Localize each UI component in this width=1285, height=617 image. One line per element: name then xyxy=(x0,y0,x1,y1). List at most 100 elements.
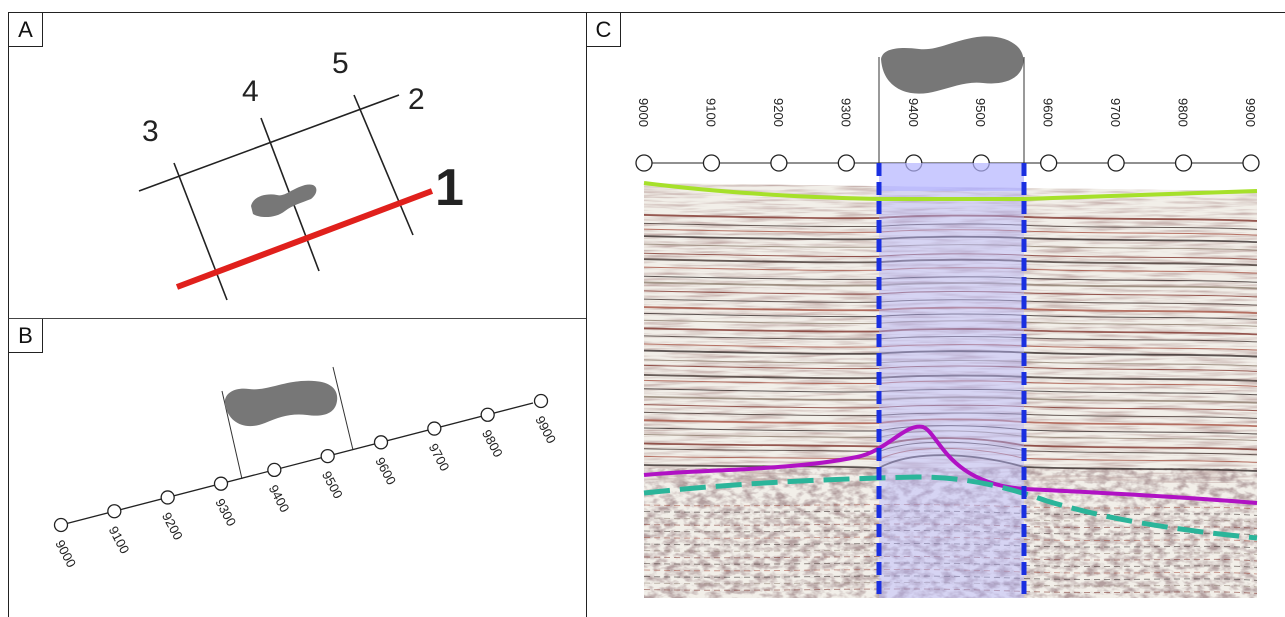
reflector-line xyxy=(644,222,1257,230)
map-diagram: 3 4 5 2 1 xyxy=(138,47,464,301)
line-label-4: 4 xyxy=(242,75,259,108)
trace-marker xyxy=(1107,154,1125,172)
trace-tick-label: 9400 xyxy=(266,482,293,515)
reflector-line xyxy=(644,290,1257,298)
anomaly-body xyxy=(251,184,317,218)
trace-tick-label: 9800 xyxy=(479,427,506,460)
trace-tick-label: 9600 xyxy=(372,455,399,488)
reflector-line xyxy=(644,228,1257,236)
reflector-line-deep xyxy=(644,516,1257,523)
trace-marker xyxy=(160,490,175,505)
trace-tick-label: 9800 xyxy=(1176,98,1191,127)
trace-marker xyxy=(1040,154,1058,172)
reflector-line xyxy=(644,243,1257,251)
trace-tick-label: 9200 xyxy=(159,510,186,543)
trace-marker xyxy=(480,407,495,422)
trace-axis-b xyxy=(60,402,534,526)
line-label-2: 2 xyxy=(408,83,425,116)
trace-marker xyxy=(373,435,389,450)
trace-marker xyxy=(320,448,335,464)
trace-tick-label: 9100 xyxy=(106,524,133,557)
reflector-line xyxy=(644,343,1257,351)
anomaly-zone-fill xyxy=(879,183,1024,598)
trace-ticks-c: 9000 9100 9200 9300 9400 9500 9600 9700 9800 9900 xyxy=(635,98,1260,172)
trace-tick-label: 9300 xyxy=(212,496,239,529)
reflector-line xyxy=(644,379,1257,387)
reflector-line-deep xyxy=(644,510,1257,516)
reflector-line xyxy=(644,374,1257,382)
trace-marker xyxy=(213,476,229,491)
panel-label-a: A xyxy=(9,13,43,47)
reflector-line xyxy=(644,327,1257,336)
line-label-5: 5 xyxy=(332,47,349,80)
trace-tick-label: 9000 xyxy=(636,98,651,127)
trace-marker xyxy=(770,154,788,172)
anomaly-body-c xyxy=(881,36,1024,94)
reflector-line xyxy=(644,430,1257,442)
trace-tick-label: 9100 xyxy=(703,98,718,127)
reflector-line xyxy=(644,447,1257,463)
reflector-line xyxy=(644,312,1257,320)
reflector-line xyxy=(644,235,1257,244)
trace-ticks-b: 9000 9100 9200 9300 9400 9500 9600 9700 9800 9900 xyxy=(52,393,559,570)
trace-tick-label: 9300 xyxy=(838,98,853,127)
teal-horizon xyxy=(643,474,1258,541)
reflector-line xyxy=(644,364,1257,372)
reflector-line-deep xyxy=(644,568,1257,575)
reflector-line xyxy=(644,298,1257,306)
reflector-line-deep xyxy=(644,529,1257,536)
panel-label-b: B xyxy=(9,319,43,353)
reflector-line xyxy=(644,437,1257,451)
anomaly-zone-top xyxy=(879,163,1024,191)
reflector-line-deep xyxy=(644,581,1257,588)
reflector-line-deep xyxy=(644,588,1257,594)
trace-tick-label: 9700 xyxy=(1108,98,1123,127)
reflector-line xyxy=(644,319,1257,327)
trace-marker xyxy=(702,154,721,172)
trace-marker xyxy=(427,421,442,436)
trace-marker xyxy=(1242,154,1260,172)
seismic-reflectors xyxy=(644,214,1257,594)
trace-marker xyxy=(107,504,122,519)
trace-tick-label: 9000 xyxy=(52,537,79,570)
reflector-line xyxy=(644,306,1257,314)
reflector-line-deep xyxy=(644,549,1257,555)
reflector-line-deep xyxy=(644,542,1257,549)
trace-tick-label: 9900 xyxy=(532,413,559,446)
reflector-line xyxy=(644,441,1257,456)
reflector-line xyxy=(644,281,1257,290)
reflector-line xyxy=(644,214,1257,222)
reflector-line-deep xyxy=(644,575,1257,581)
axis-diagram-b: 9000 9100 9200 9300 9400 9500 9600 9700 9800 9900 xyxy=(52,366,559,570)
trace-tick-label: 9500 xyxy=(319,468,346,501)
reflector-line xyxy=(644,335,1257,343)
trace-marker xyxy=(635,154,653,172)
reflector-line-deep xyxy=(644,555,1257,562)
reflector-line-deep xyxy=(644,503,1257,510)
panel-b-axis: 9000 9100 9200 9300 9400 9500 9600 9700 9800 9900… xyxy=(8,318,587,617)
trace-tick-label: 9200 xyxy=(771,98,786,127)
reflector-line-deep xyxy=(644,562,1257,568)
trace-marker xyxy=(837,154,855,172)
reflector-line xyxy=(644,275,1257,283)
reflector-line xyxy=(644,395,1257,404)
line-label-3: 3 xyxy=(142,115,159,148)
trace-tick-label: 9900 xyxy=(1243,98,1258,127)
reflector-line-deep xyxy=(644,536,1257,542)
seismic-diagram: 9000 9100 9200 9300 9400 9500 9600 9700 9800 9900 xyxy=(635,36,1260,598)
reflector-line xyxy=(644,266,1257,274)
trace-marker xyxy=(267,462,282,478)
panel-c-seismic: 9000 9100 9200 9300 9400 9500 9600 9700 9800 9900… xyxy=(586,12,1285,617)
magenta-horizon xyxy=(643,424,1258,505)
reflector-line xyxy=(644,418,1257,428)
trace-marker xyxy=(533,393,549,409)
trace-tick-label: 9600 xyxy=(1041,98,1056,127)
reflector-line xyxy=(644,252,1257,260)
reflector-line xyxy=(644,258,1257,267)
reflector-line-deep xyxy=(644,523,1257,529)
reflector-line xyxy=(644,425,1257,435)
reflector-line xyxy=(644,388,1257,396)
seismic-section xyxy=(644,183,1257,598)
reflector-line xyxy=(644,404,1257,412)
panel-a-map: 3 4 5 2 1 A xyxy=(8,12,587,319)
